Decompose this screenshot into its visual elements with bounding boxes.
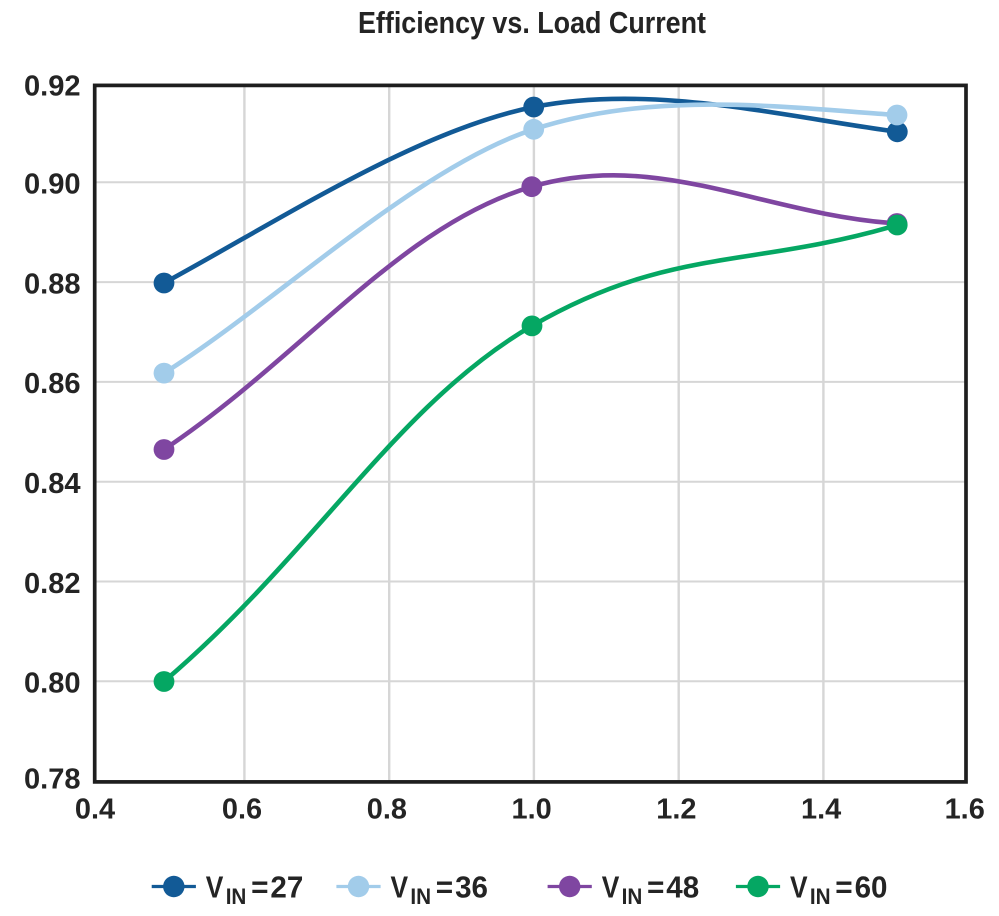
svg-text:0.6: 0.6 — [222, 793, 262, 825]
svg-text:0.8: 0.8 — [367, 793, 407, 825]
svg-text:V: V — [391, 869, 409, 904]
svg-text:IN: IN — [622, 884, 643, 909]
svg-text:=: = — [647, 869, 664, 904]
svg-text:=: = — [835, 869, 852, 904]
svg-text:0.84: 0.84 — [24, 468, 81, 500]
svg-text:0.4: 0.4 — [75, 793, 115, 825]
svg-text:0.92: 0.92 — [24, 71, 81, 103]
svg-text:Efficiency vs. Load Current: Efficiency vs. Load Current — [358, 6, 706, 40]
svg-text:IN: IN — [226, 884, 247, 909]
svg-text:0.90: 0.90 — [24, 169, 81, 201]
svg-text:60: 60 — [855, 869, 888, 904]
svg-text:27: 27 — [270, 869, 303, 904]
svg-text:1.0: 1.0 — [512, 793, 552, 825]
svg-text:=: = — [251, 869, 268, 904]
svg-text:V: V — [790, 869, 808, 904]
svg-text:V: V — [602, 869, 620, 904]
svg-text:0.80: 0.80 — [24, 668, 81, 700]
svg-text:IN: IN — [410, 884, 431, 909]
svg-text:=: = — [436, 869, 453, 904]
svg-text:48: 48 — [666, 869, 699, 904]
svg-text:IN: IN — [810, 884, 831, 909]
svg-text:0.86: 0.86 — [24, 368, 81, 400]
svg-text:1.4: 1.4 — [801, 793, 841, 825]
svg-text:1.2: 1.2 — [656, 793, 696, 825]
svg-text:0.88: 0.88 — [24, 268, 81, 300]
svg-text:V: V — [206, 869, 224, 904]
svg-text:0.78: 0.78 — [24, 763, 81, 795]
svg-text:1.6: 1.6 — [945, 793, 985, 825]
svg-text:0.82: 0.82 — [24, 568, 81, 600]
svg-text:36: 36 — [455, 869, 488, 904]
